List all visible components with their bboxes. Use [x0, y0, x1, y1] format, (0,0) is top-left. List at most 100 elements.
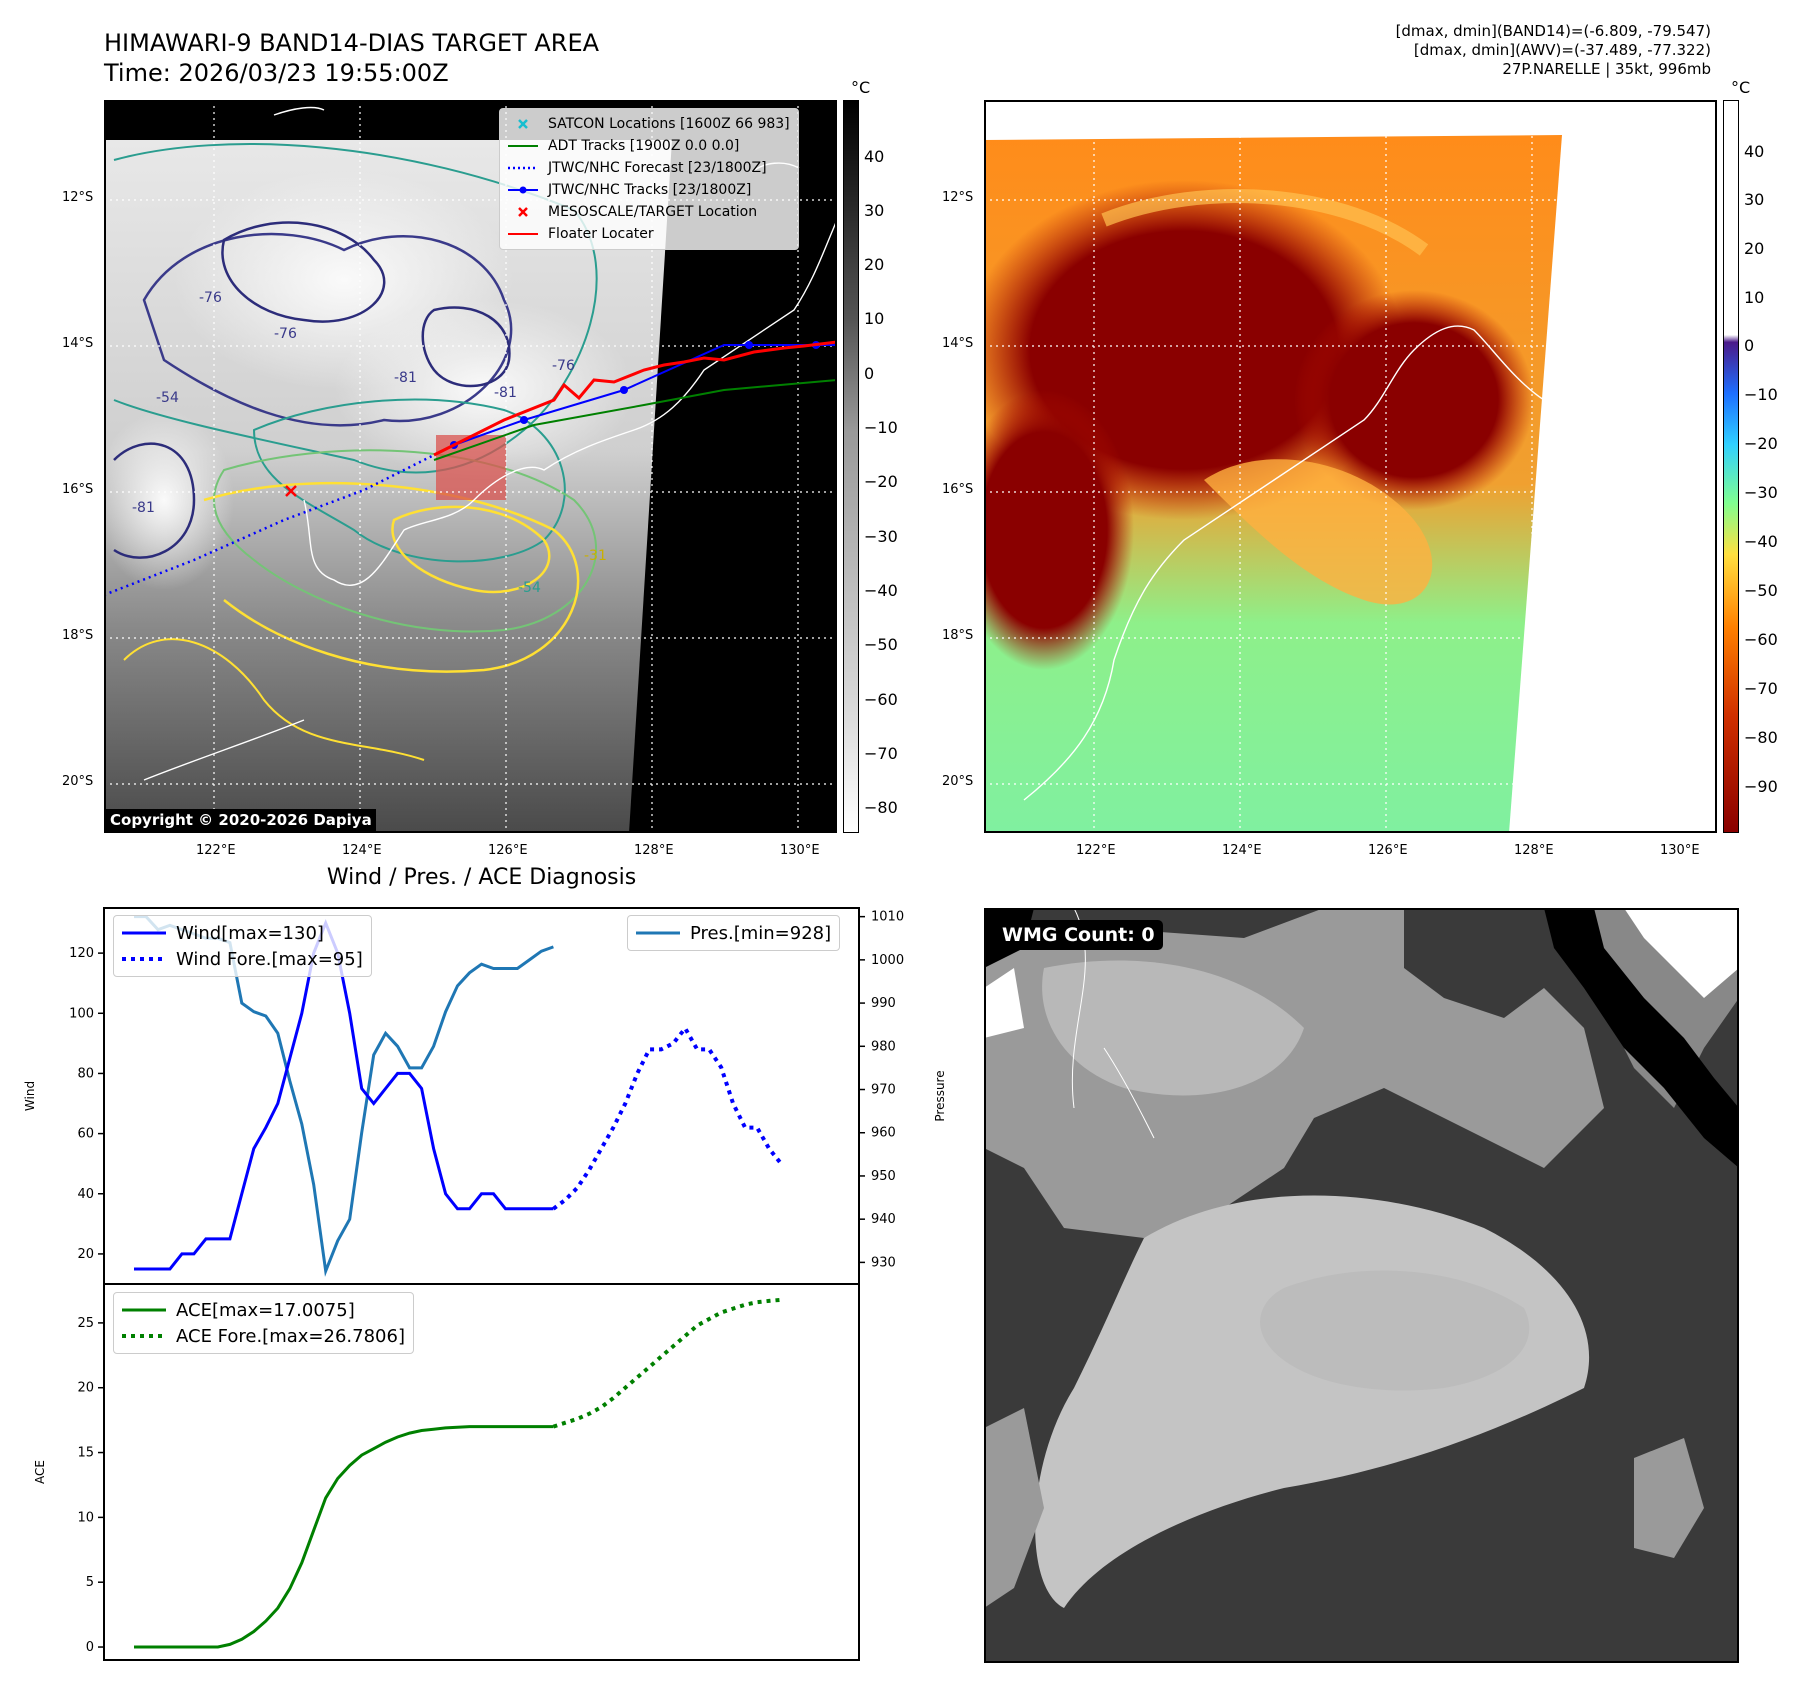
contour-mid — [252, 398, 566, 563]
pressure-axis-tick-label: 990 — [871, 996, 896, 1011]
pressure-axis-tick-label: 930 — [871, 1255, 896, 1270]
wmg-region — [984, 968, 1024, 1038]
contour-label: -81 — [132, 500, 155, 516]
contour-label: -81 — [494, 385, 517, 401]
ace-axis-tick-label: 5 — [86, 1575, 94, 1590]
wmg-region — [1544, 908, 1739, 1168]
ace-axis-tick-label: 0 — [86, 1640, 94, 1655]
colorbar2-tick: 40 — [1744, 142, 1765, 161]
lon-label: 126°E — [488, 843, 528, 858]
info-line3: 27P.NARELLE | 35kt, 996mb — [1502, 60, 1711, 78]
wind-axis-ticks: 20 40 60 80 100 120 — [69, 946, 104, 1262]
colorbar2-unit: °C — [1731, 78, 1751, 97]
lon-label: 124°E — [1222, 843, 1262, 858]
legend-wind: Wind[max=130] — [122, 922, 324, 944]
legend-ace-fore: ACE Fore.[max=26.7806] — [122, 1325, 405, 1347]
colorbar2-tick: 10 — [1744, 288, 1765, 307]
dry-region — [984, 390, 1134, 670]
lat-label: 20°S — [62, 774, 94, 789]
wmg-region — [984, 1408, 1044, 1608]
legend-satcon: SATCON Locations [1600Z 66 983] — [508, 113, 790, 135]
contour-label: -76 — [274, 326, 297, 342]
wind-axis-tick-label: 100 — [69, 1006, 94, 1021]
colorbar2-tick: 0 — [1744, 336, 1755, 355]
ace-axis-tick-label: 10 — [77, 1510, 94, 1525]
colorbar1-tick: −40 — [864, 581, 898, 600]
legend-jtwc-tracks: JTWC/NHC Tracks [23/1800Z] — [508, 179, 790, 201]
cloud-mass — [104, 410, 234, 590]
pressure-axis-tick-label: 1000 — [871, 953, 904, 968]
moist-band — [1204, 459, 1433, 605]
colorbar2-tick: 30 — [1744, 190, 1765, 209]
ace-legend: ACE[max=17.0075] ACE Fore.[max=26.7806] — [113, 1292, 414, 1354]
coastline — [143, 219, 837, 781]
lon-label: 124°E — [342, 843, 382, 858]
legend-mesoscale: MESOSCALE/TARGET Location — [508, 201, 790, 223]
legend-ace: ACE[max=17.0075] — [122, 1299, 355, 1321]
colorbar1-tick: 40 — [864, 147, 885, 166]
ace-forecast-line — [552, 1297, 782, 1429]
colorbar2-ticks: 40 30 20 10 0 −10 −20 −30 −40 −50 −60 −7… — [1744, 100, 1784, 833]
gridlines — [104, 100, 837, 833]
wmg-region — [1260, 1270, 1530, 1391]
lon-label: 122°E — [196, 843, 236, 858]
ace-axis-label: ACE — [33, 1460, 47, 1484]
ace-axis-ticks: 0 5 10 15 20 25 — [77, 1316, 104, 1655]
wind-axis-tick-label: 120 — [69, 946, 94, 961]
lon-label: 126°E — [1368, 843, 1408, 858]
pressure-axis-tick-label: 980 — [871, 1039, 896, 1054]
colorbar1-tick: −20 — [864, 472, 898, 491]
pres-legend: Pres.[min=928] — [627, 915, 841, 951]
copyright-label: Copyright © 2020-2026 Dapiya — [106, 809, 376, 831]
contour-label: -31 — [584, 548, 607, 564]
colorbar1-tick: −70 — [864, 744, 898, 763]
contour-coldest — [421, 306, 511, 388]
wmg-region — [1624, 908, 1739, 998]
wind-legend: Wind[max=130] Wind Fore.[max=95] — [113, 915, 372, 977]
colorbar1-tick: −30 — [864, 527, 898, 546]
diag-title: Wind / Pres. / ACE Diagnosis — [326, 865, 637, 890]
contour-label: -76 — [552, 358, 575, 374]
colorbar1-tick: −80 — [864, 798, 898, 817]
colorbar2-tick: 20 — [1744, 239, 1765, 258]
wmg-panel: WMG Count: 0 — [984, 908, 1739, 1663]
pressure-axis-tick-label: 940 — [871, 1212, 896, 1227]
contour-warmest — [391, 505, 551, 594]
contour-warm — [213, 449, 598, 633]
jtwc-track-point — [620, 386, 628, 394]
lat-label: 12°S — [942, 190, 974, 205]
title-line2: Time: 2026/03/23 19:55:00Z — [104, 59, 449, 87]
contour-warmest — [203, 481, 580, 673]
colorbar2-tick: −10 — [1744, 385, 1778, 404]
colorbar2-tick: −70 — [1744, 679, 1778, 698]
colorbar2-tick: −30 — [1744, 483, 1778, 502]
contour-label: -54 — [518, 580, 541, 596]
colorbar1-tick: −10 — [864, 418, 898, 437]
lat-label: 18°S — [942, 628, 974, 643]
colorbar2-tick: −90 — [1744, 777, 1778, 796]
floater-locater — [433, 340, 837, 457]
map-awv-canvas — [984, 100, 1717, 833]
jtwc-track-point — [745, 341, 753, 349]
contour-coldest — [113, 442, 196, 559]
info-block: [dmax, dmin](BAND14)=(-6.809, -79.547) [… — [1396, 22, 1711, 79]
wind-forecast-line — [552, 1024, 783, 1211]
colorbar2 — [1723, 100, 1739, 833]
lon-label: 130°E — [780, 843, 820, 858]
wind-axis-tick-label: 80 — [77, 1066, 94, 1081]
lat-label: 14°S — [942, 336, 974, 351]
colorbar1-tick: 30 — [864, 201, 885, 220]
mesoscale-target-marker — [285, 485, 297, 497]
pressure-axis-tick-label: 1010 — [871, 910, 904, 925]
colorbar1-tick: 20 — [864, 255, 885, 274]
colorbar1-tick: −60 — [864, 690, 898, 709]
colorbar2-tick: −60 — [1744, 630, 1778, 649]
lon-label: 122°E — [1076, 843, 1116, 858]
colorbar2-tick: −20 — [1744, 434, 1778, 453]
colorbar1-tick: 0 — [864, 364, 875, 383]
contour-label: -81 — [394, 370, 417, 386]
dry-region — [1294, 290, 1534, 510]
contour-warmest — [123, 638, 425, 761]
ace-axis-tick-label: 20 — [77, 1381, 94, 1396]
